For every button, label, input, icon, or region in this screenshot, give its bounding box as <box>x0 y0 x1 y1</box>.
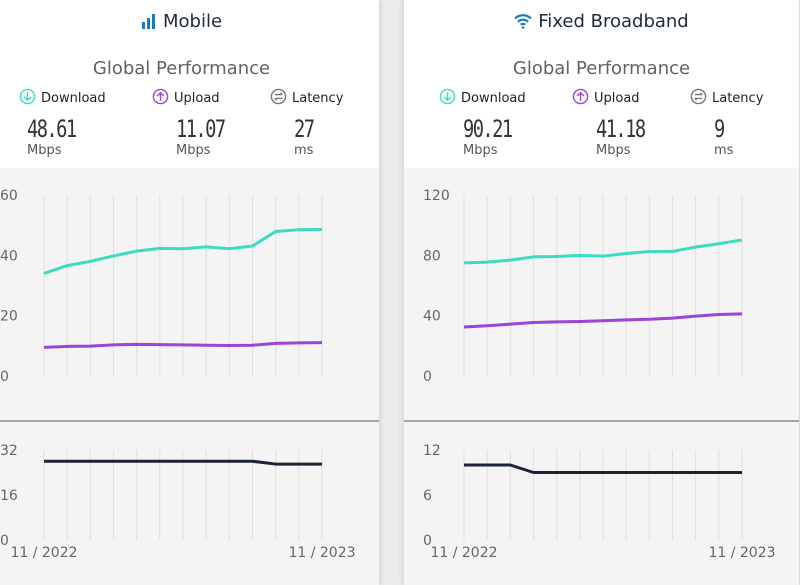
upload-label: Upload <box>594 91 640 106</box>
latency-value: 9 <box>714 115 725 143</box>
latency-label: Latency <box>712 91 764 106</box>
x-tick-label-end: 11 / 2023 <box>288 545 355 561</box>
panel-title-text: Mobile <box>162 11 223 32</box>
download-label: Download <box>461 91 526 106</box>
download-icon <box>19 88 36 109</box>
wifi-icon <box>514 13 533 34</box>
speed-y-tick-label: 40 <box>0 248 18 264</box>
download-series-line <box>43 227 323 275</box>
download-value: 48.61 <box>27 115 77 143</box>
latency-icon <box>270 88 287 109</box>
latency-metric: Latency 27 ms <box>270 88 379 158</box>
broadband-chart: 0 40 80 120 0 6 12 11 / 2022 11 / 2023 <box>404 188 799 561</box>
mobile-header: Mobile Global Performance Download 48.61… <box>0 0 379 168</box>
speed-y-tick-label: 0 <box>0 369 9 385</box>
download-unit: Mbps <box>463 143 498 158</box>
latency-y-tick-label: 0 <box>0 533 9 549</box>
speed-y-tick-label: 20 <box>0 309 18 325</box>
upload-value: 11.07 <box>176 115 226 143</box>
panel-title-text: Fixed Broadband <box>538 11 689 32</box>
upload-unit: Mbps <box>176 143 211 158</box>
x-tick-label-end: 11 / 2023 <box>708 545 775 561</box>
latency-value: 27 <box>294 115 315 143</box>
latency-y-tick-label: 16 <box>0 488 18 504</box>
broadband-header: Fixed Broadband Global Performance Downl… <box>404 0 799 168</box>
panel-subtitle: Global Performance <box>92 58 271 79</box>
download-value: 90.21 <box>463 115 513 143</box>
latency-y-tick-label: 6 <box>423 488 432 504</box>
x-tick-label-start: 11 / 2022 <box>10 545 77 561</box>
latency-series-line <box>44 459 322 466</box>
upload-series-line <box>463 312 743 329</box>
download-series-line <box>463 238 743 265</box>
latency-unit: ms <box>294 143 314 158</box>
speed-y-tick-label: 120 <box>423 188 450 204</box>
latency-series-line <box>464 463 742 474</box>
speed-y-tick-label: 0 <box>423 369 432 385</box>
latency-y-tick-label: 12 <box>423 443 441 459</box>
x-tick-label-start: 11 / 2022 <box>430 545 497 561</box>
upload-label: Upload <box>174 91 220 106</box>
download-label: Download <box>41 91 106 106</box>
panel-title: Mobile <box>0 11 379 34</box>
download-metric: Download 90.21 Mbps <box>439 88 559 158</box>
speed-y-tick-label: 60 <box>0 188 18 204</box>
upload-value: 41.18 <box>596 115 646 143</box>
speed-y-tick-label: 40 <box>423 309 441 325</box>
panel-subtitle: Global Performance <box>512 58 691 79</box>
latency-metric: Latency 9 ms <box>690 88 799 158</box>
latency-label: Latency <box>292 91 344 106</box>
download-unit: Mbps <box>27 143 62 158</box>
latency-unit: ms <box>714 143 734 158</box>
speed-y-tick-label: 80 <box>423 248 441 264</box>
upload-unit: Mbps <box>596 143 631 158</box>
upload-icon <box>572 88 589 109</box>
panel-title: Fixed Broadband <box>404 11 799 34</box>
upload-metric: Upload 11.07 Mbps <box>152 88 272 158</box>
mobile-panel: Mobile Global Performance Download 48.61… <box>0 0 379 585</box>
mobile-chart: 0 20 40 60 0 16 32 11 / 2022 11 / 2023 <box>0 188 379 561</box>
fixed-broadband-panel: Fixed Broadband Global Performance Downl… <box>404 0 799 585</box>
latency-y-tick-label: 0 <box>423 533 432 549</box>
latency-icon <box>690 88 707 109</box>
download-metric: Download 48.61 Mbps <box>19 88 139 158</box>
latency-y-tick-label: 32 <box>0 443 18 459</box>
upload-metric: Upload 41.18 Mbps <box>572 88 692 158</box>
download-icon <box>439 88 456 109</box>
upload-icon <box>152 88 169 109</box>
signal-bars-icon <box>141 13 157 34</box>
upload-series-line <box>43 341 323 349</box>
